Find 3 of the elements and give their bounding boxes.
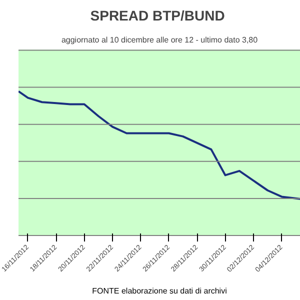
chart-subtitle: aggiornato al 10 dicembre alle ore 12 - ultimo dato 3,80 <box>61 36 258 44</box>
chart-title: SPREAD BTP/BUND <box>90 8 225 24</box>
source-note: FONTE elaborazione su dati di archivi <box>92 286 228 296</box>
